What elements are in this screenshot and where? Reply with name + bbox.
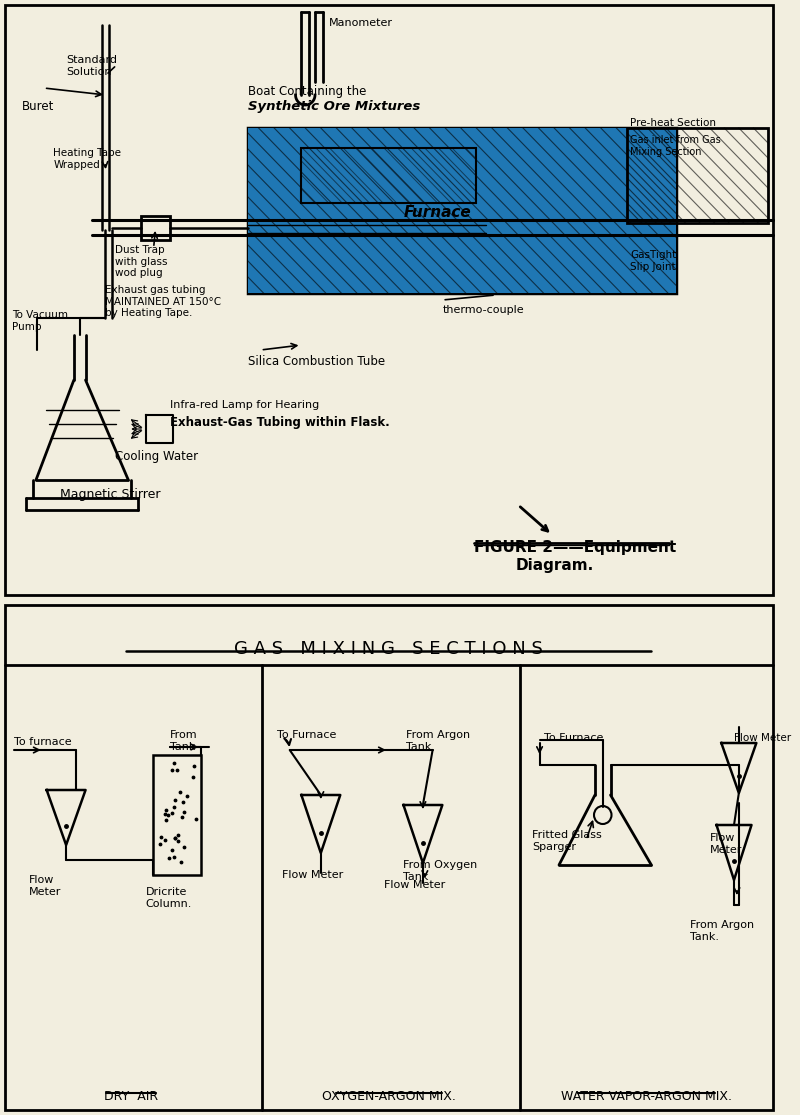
Text: Exhaust-Gas Tubing within Flask.: Exhaust-Gas Tubing within Flask.: [170, 416, 390, 429]
Text: OXYGEN-ARGON MIX.: OXYGEN-ARGON MIX.: [322, 1090, 456, 1103]
Text: Dricrite
Column.: Dricrite Column.: [146, 888, 192, 909]
Text: To Vacuum
Pump: To Vacuum Pump: [12, 310, 68, 331]
Text: DRY  AIR: DRY AIR: [104, 1090, 158, 1103]
Text: From Argon
Tank: From Argon Tank: [406, 730, 470, 752]
Text: Flow
Meter: Flow Meter: [710, 833, 742, 854]
Text: Diagram.: Diagram.: [515, 558, 594, 573]
Text: Infra-red Lamp for Hearing: Infra-red Lamp for Hearing: [170, 400, 319, 410]
Text: Fritted Glass
Sparger: Fritted Glass Sparger: [532, 830, 602, 852]
Text: To Furnace: To Furnace: [277, 730, 337, 740]
Text: Flow Meter: Flow Meter: [384, 880, 446, 890]
Bar: [5, 605, 773, 1111]
Bar: [153, 755, 202, 875]
Bar: [248, 128, 676, 293]
Text: Exhaust gas tubing
MAINTAINED AT 150°C
by Heating Tape.: Exhaust gas tubing MAINTAINED AT 150°C b…: [105, 285, 221, 318]
Text: Heating Tape
Wrapped: Heating Tape Wrapped: [54, 148, 122, 169]
Text: Flow Meter: Flow Meter: [282, 870, 343, 880]
Text: Pre-heat Section: Pre-heat Section: [630, 118, 716, 128]
Text: Gas inlet from Gas
Mixing Section: Gas inlet from Gas Mixing Section: [630, 135, 721, 156]
Text: G A S   M I X I N G   S E C T I O N S: G A S M I X I N G S E C T I O N S: [234, 640, 543, 658]
Text: Cooling Water: Cooling Water: [114, 450, 198, 463]
Text: Furnace: Furnace: [404, 205, 471, 220]
Bar: [5, 4, 773, 595]
Bar: [248, 128, 676, 293]
Text: To Furnace: To Furnace: [545, 733, 604, 743]
Text: Boat Containing the: Boat Containing the: [248, 85, 366, 98]
Text: Silica Combustion Tube: Silica Combustion Tube: [248, 355, 385, 368]
Bar: [302, 148, 476, 203]
Text: Magnetic Stirrer: Magnetic Stirrer: [60, 488, 161, 501]
Text: WATER VAPOR-ARGON MIX.: WATER VAPOR-ARGON MIX.: [561, 1090, 732, 1103]
Text: thermo-couple: thermo-couple: [442, 306, 524, 316]
Text: FIGURE 2——Equipment: FIGURE 2——Equipment: [474, 540, 677, 555]
Bar: [627, 128, 768, 223]
Text: From
Tank: From Tank: [170, 730, 198, 752]
Text: Dust Trap
with glass
wod plug: Dust Trap with glass wod plug: [114, 245, 167, 279]
Text: From Oxygen
Tank: From Oxygen Tank: [403, 860, 478, 882]
Text: Standard
Solution: Standard Solution: [66, 55, 117, 77]
Text: From Argon
Tank.: From Argon Tank.: [690, 920, 754, 941]
Bar: [141, 216, 170, 240]
Text: Flow Meter: Flow Meter: [734, 733, 791, 743]
Text: Flow
Meter: Flow Meter: [29, 875, 62, 896]
Text: Manometer: Manometer: [329, 18, 393, 28]
Text: GasTight
Slip Joint: GasTight Slip Joint: [630, 250, 676, 272]
Text: Synthetic Ore Mixtures: Synthetic Ore Mixtures: [248, 100, 420, 113]
Text: Buret: Buret: [22, 100, 54, 113]
Text: To furnace: To furnace: [14, 737, 71, 747]
